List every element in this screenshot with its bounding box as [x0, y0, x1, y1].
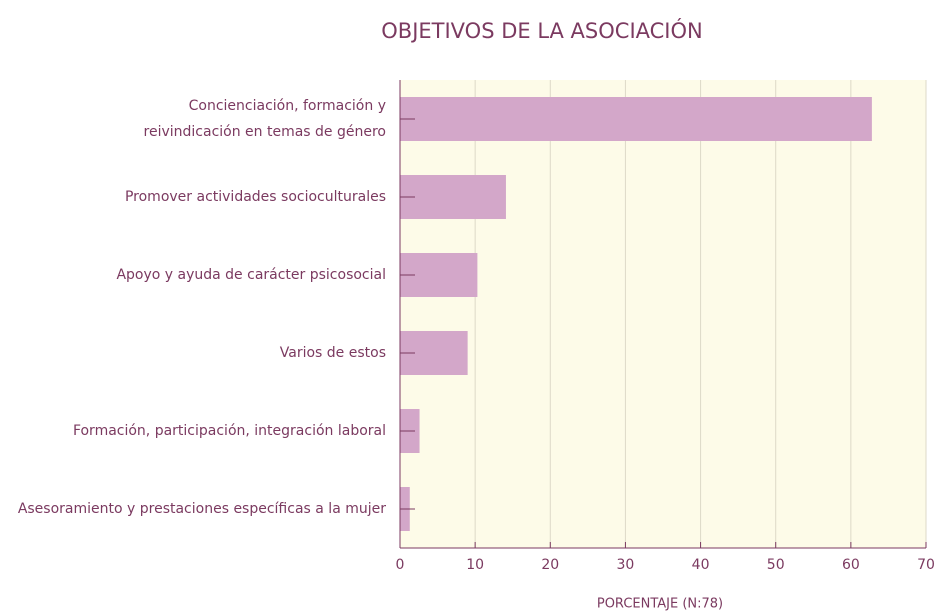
y-tick-label: Asesoramiento y prestaciones específicas… — [17, 501, 386, 517]
x-tick-label: 10 — [466, 557, 484, 573]
y-tick-label: Concienciación, formación y reivindicaci… — [143, 98, 386, 140]
bar — [400, 175, 506, 219]
bar — [400, 97, 872, 141]
y-tick-label: Varios de estos — [279, 345, 386, 361]
x-tick-label: 30 — [617, 557, 635, 573]
chart-title: OBJETIVOS DE LA ASOCIACIÓN — [381, 18, 702, 43]
y-tick-label: Formación, participación, integración la… — [72, 423, 386, 439]
x-tick-label: 60 — [842, 557, 860, 573]
x-tick-label: 70 — [917, 557, 935, 573]
plot-background — [400, 80, 926, 548]
x-tick-label: 0 — [396, 557, 405, 573]
y-tick-label: Promover actividades socioculturales — [124, 189, 386, 205]
y-tick-label: Apoyo y ayuda de carácter psicosocial — [116, 267, 386, 283]
x-tick-label: 50 — [767, 557, 785, 573]
x-tick-label: 40 — [692, 557, 710, 573]
x-axis-label: PORCENTAJE (N:78) — [597, 597, 723, 612]
x-tick-label: 20 — [541, 557, 559, 573]
